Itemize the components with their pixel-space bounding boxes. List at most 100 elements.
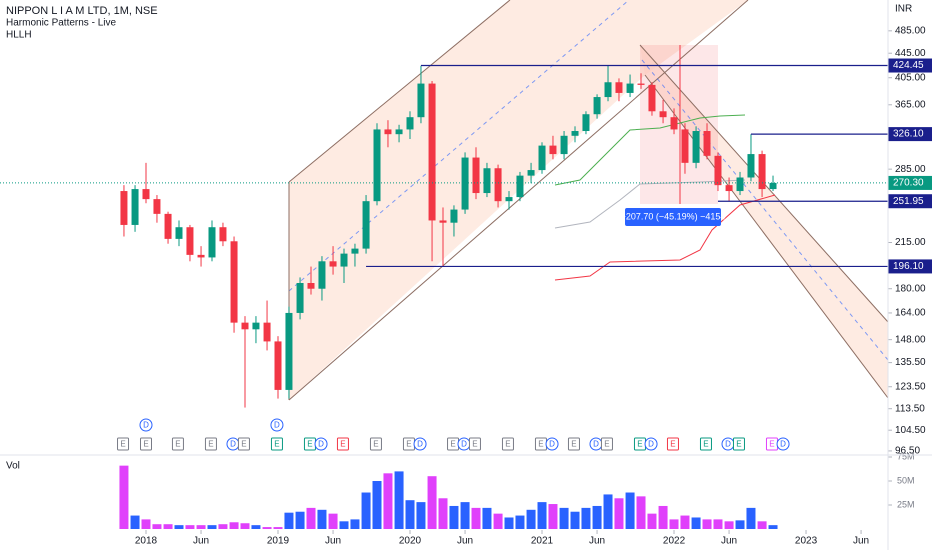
level-label: 326.10 (893, 129, 924, 140)
ascending-channel-fill (289, 0, 748, 400)
candle-body (417, 83, 425, 118)
event-box (732, 437, 745, 451)
event-marker: E (534, 437, 547, 451)
y-tick-label: 148.00 (895, 334, 926, 345)
event-label: E (373, 440, 378, 449)
event-label: E (175, 440, 180, 449)
volume-bar (713, 519, 723, 529)
candle-body (274, 341, 282, 390)
event-label: E (604, 440, 609, 449)
event-box (139, 437, 152, 451)
volume-tick-label: 25M (897, 499, 915, 509)
volume-bar (174, 525, 184, 529)
volume-bar (570, 511, 580, 529)
event-marker: E (468, 437, 481, 451)
event-marker: D (457, 437, 471, 451)
candle-body (527, 170, 535, 176)
measure-label: −207.70 (−45.19%) −4154 (621, 211, 726, 221)
y-tick-label: 164.00 (895, 308, 926, 319)
event-label: E (769, 440, 774, 449)
event-label: E (450, 440, 455, 449)
volume-bar (438, 498, 448, 529)
candle-body (241, 322, 249, 330)
volume-bar (581, 507, 591, 529)
volume-bar (240, 523, 250, 529)
event-label: E (505, 440, 510, 449)
event-box (468, 437, 481, 451)
y-tick-label: 285.00 (895, 164, 926, 175)
volume-bar (757, 521, 767, 529)
event-marker: D (270, 418, 284, 432)
volume-bar (196, 525, 206, 529)
event-box (237, 437, 250, 451)
level-label-bg (888, 194, 932, 209)
x-tick-label: Jun (325, 536, 341, 547)
volume-bar (625, 492, 635, 529)
event-label: D (230, 440, 236, 449)
volume-bar (482, 507, 492, 529)
volume-bar (449, 505, 459, 529)
event-marker: D (589, 437, 603, 451)
channel-line (288, 0, 511, 183)
candle-body (285, 312, 293, 390)
event-label: E (208, 440, 213, 449)
x-tick-label: Jun (589, 536, 605, 547)
candle-body (593, 97, 601, 115)
event-marker: D (413, 437, 427, 451)
candle-body (197, 254, 205, 258)
level-label: 424.45 (893, 60, 924, 71)
candle-body (604, 82, 612, 98)
event-marker: D (545, 437, 559, 451)
event-marker: D (226, 437, 240, 451)
event-label: D (417, 440, 423, 449)
volume-bar (185, 525, 195, 529)
volume-bar (152, 524, 162, 529)
candle-body (406, 117, 414, 130)
candle-body (516, 175, 524, 198)
event-label: D (593, 440, 599, 449)
event-box (171, 437, 184, 451)
event-marker: E (402, 437, 415, 451)
x-tick-label: Jun (721, 536, 737, 547)
candle-body (615, 82, 623, 93)
event-label: D (461, 440, 467, 449)
indicator-line (554, 114, 746, 186)
event-box (600, 437, 613, 451)
candle-body (714, 155, 722, 186)
event-label: E (637, 440, 642, 449)
event-circle (644, 437, 658, 451)
candle-body (549, 145, 557, 155)
indicator-line (554, 179, 746, 229)
volume-bar (229, 522, 239, 529)
event-label: D (274, 421, 280, 430)
indicator-label: HLLH (6, 30, 32, 41)
volume-bar (537, 502, 547, 529)
event-marker: E (732, 437, 745, 451)
y-tick-label: 180.00 (895, 283, 926, 294)
level-label-bg (888, 127, 932, 142)
candle-body (142, 189, 150, 200)
candle-body (450, 209, 458, 223)
level-label-bg (888, 259, 932, 274)
volume-bar (383, 473, 393, 529)
volume-tick-label: 75M (897, 451, 915, 461)
candle-body (472, 157, 480, 194)
candle-body (725, 185, 733, 192)
candle-body (461, 157, 469, 210)
candle-body (318, 261, 326, 289)
candle-body (681, 129, 689, 163)
volume-bar (218, 524, 228, 529)
candle-body (340, 253, 348, 267)
event-label: E (472, 440, 477, 449)
event-label: E (538, 440, 543, 449)
x-tick-label: 2020 (399, 536, 422, 547)
event-circle (413, 437, 427, 451)
volume-bar (471, 507, 481, 529)
event-marker: E (666, 437, 679, 451)
volume-bar (592, 505, 602, 529)
event-label: E (406, 440, 411, 449)
event-label: D (780, 440, 786, 449)
candle-body (626, 83, 634, 93)
